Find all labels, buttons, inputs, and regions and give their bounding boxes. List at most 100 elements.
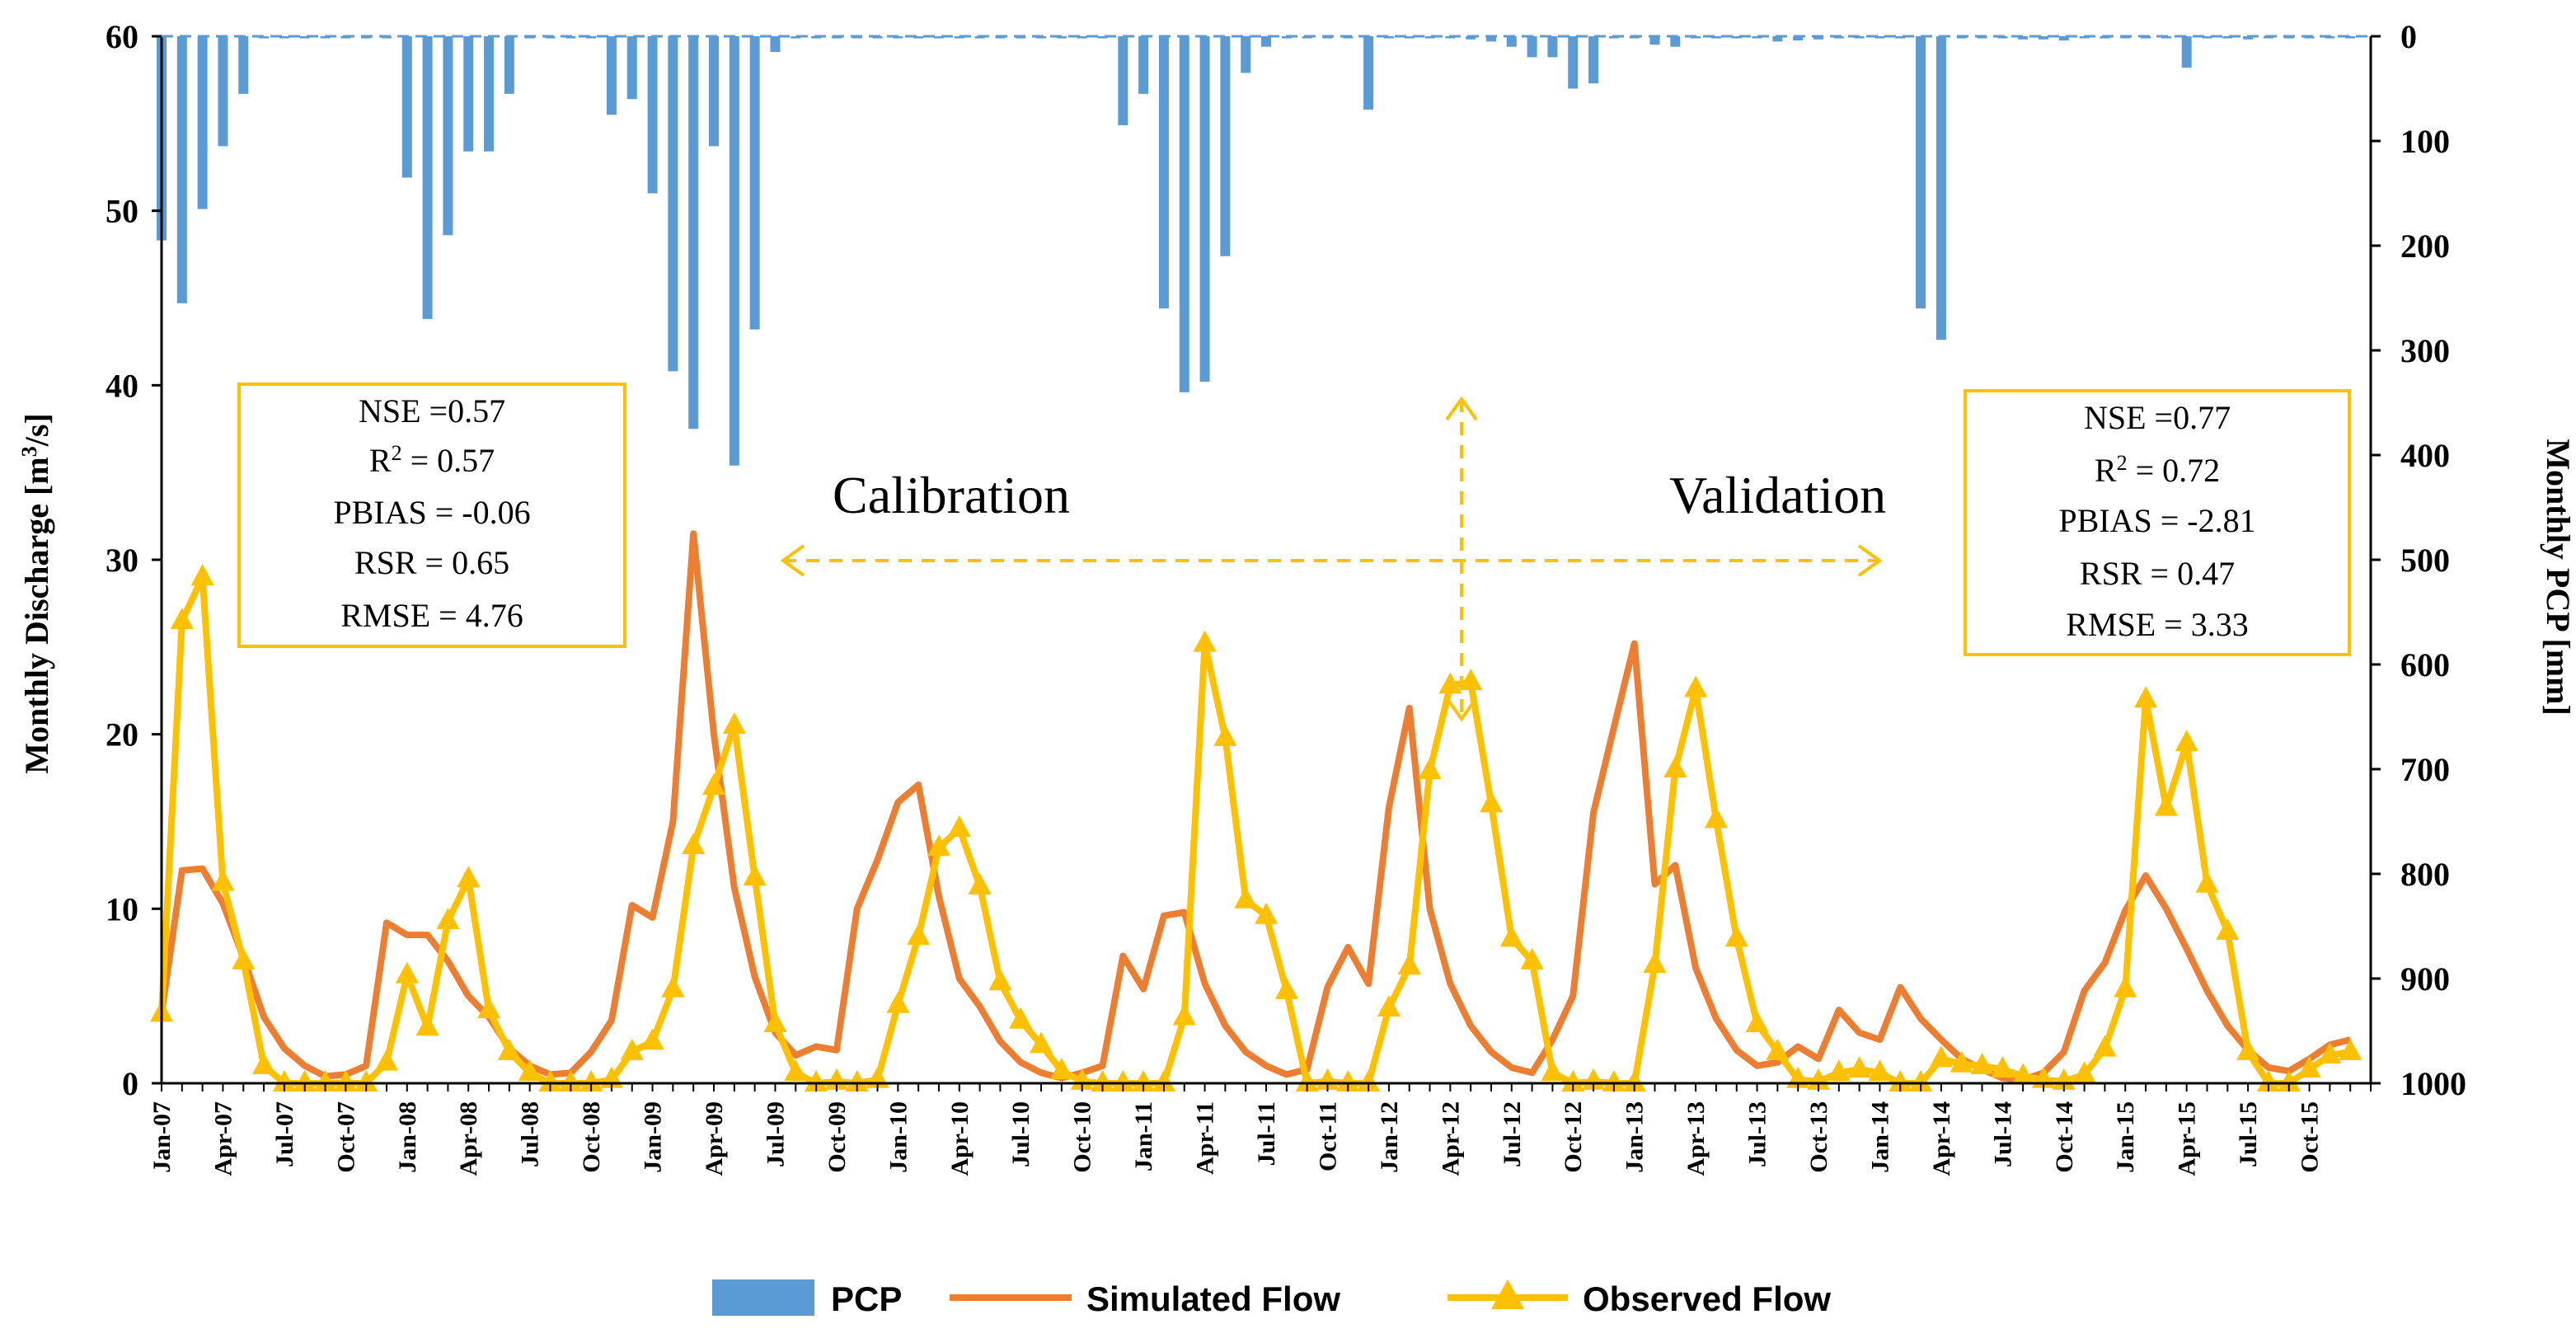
- observed-point: [2216, 918, 2240, 940]
- x-axis-ticks: Jan-07 Apr-07 Jul-07 Oct-07 Jan-08 Apr-08 Jul-…: [148, 1083, 2372, 1176]
- observed-point: [1889, 1070, 1912, 1092]
- observed-point: [1622, 1070, 1646, 1092]
- pcp-bar: [770, 36, 781, 53]
- cal-pbias: PBIAS = -0.06: [333, 494, 530, 531]
- x-tick-label: Oct-11: [1314, 1101, 1341, 1171]
- observed-point: [640, 1028, 664, 1050]
- observed-point: [682, 833, 706, 855]
- right-tick-label: 900: [2400, 960, 2450, 998]
- observed-point: [1950, 1050, 1973, 1073]
- pcp-bar: [1363, 36, 1374, 110]
- observed-point: [1868, 1059, 1892, 1082]
- observed-point: [518, 1059, 542, 1082]
- pcp-bar: [1179, 36, 1189, 392]
- observed-point: [1336, 1070, 1360, 1092]
- pcp-bar: [1568, 36, 1579, 89]
- observed-point: [1295, 1070, 1319, 1092]
- x-tick-label: Jan-07: [148, 1101, 176, 1173]
- right-tick-label: 0: [2400, 18, 2417, 55]
- observed-point: [1561, 1070, 1585, 1092]
- pcp-bar: [197, 36, 208, 209]
- right-tick-label: 300: [2400, 332, 2450, 369]
- observed-point: [743, 864, 767, 886]
- observed-point: [354, 1070, 378, 1092]
- observed-point: [1132, 1070, 1156, 1092]
- observed-point: [947, 815, 971, 837]
- pcp-bar: [2222, 36, 2233, 39]
- observed-point: [211, 869, 235, 891]
- validation-label: Validation: [1669, 466, 1886, 524]
- pcp-bar: [688, 36, 699, 430]
- observed-point: [620, 1038, 644, 1060]
- observed-point: [2114, 975, 2137, 998]
- pcp-bar: [1793, 36, 1804, 41]
- left-tick-label: 40: [106, 367, 138, 404]
- right-tick-label: 800: [2400, 856, 2450, 893]
- observed-point: [190, 564, 214, 586]
- x-tick-label: Jan-12: [1376, 1101, 1403, 1173]
- observed-point: [374, 1049, 398, 1071]
- observed-point: [1111, 1070, 1135, 1092]
- observed-point: [313, 1070, 337, 1092]
- x-tick-label: Apr-10: [946, 1101, 974, 1176]
- pcp-bar: [176, 36, 187, 303]
- pcp-bars: [157, 36, 2356, 466]
- observed-point: [2339, 1038, 2363, 1060]
- legend: PCP Simulated Flow Observed Flow: [712, 1279, 1831, 1318]
- observed-point: [1909, 1070, 1933, 1092]
- x-tick-label: Apr-08: [455, 1101, 482, 1176]
- x-tick-label: Oct-14: [2051, 1101, 2078, 1173]
- observed-point: [457, 866, 481, 888]
- observed-point: [1234, 886, 1258, 908]
- x-tick-label: Jan-08: [394, 1101, 421, 1173]
- left-tick-label: 0: [122, 1065, 138, 1102]
- observed-point: [538, 1070, 562, 1092]
- observed-point: [1929, 1045, 1953, 1068]
- observed-point: [559, 1070, 583, 1092]
- legend-simulated-label: Simulated Flow: [1086, 1279, 1340, 1318]
- x-tick-label: Oct-10: [1069, 1101, 1096, 1173]
- pcp-bar: [1527, 36, 1537, 58]
- x-tick-label: Oct-13: [1805, 1101, 1832, 1173]
- observed-point: [2175, 730, 2198, 752]
- pcp-bar: [1077, 36, 1087, 39]
- observed-point: [2154, 794, 2178, 816]
- pcp-bar: [504, 36, 514, 94]
- left-tick-label: 10: [106, 890, 138, 927]
- x-tick-label: Jul-09: [762, 1101, 789, 1167]
- observed-point: [2256, 1070, 2280, 1092]
- cal-nse: NSE =0.57: [359, 392, 505, 430]
- observed-point: [722, 712, 746, 735]
- x-tick-label: Oct-15: [2297, 1101, 2324, 1173]
- pcp-bar: [1424, 36, 1435, 39]
- left-tick-label: 50: [106, 193, 138, 230]
- val-nse: NSE =0.77: [2084, 399, 2231, 436]
- observed-point: [170, 608, 194, 630]
- pcp-bar: [1895, 36, 1906, 39]
- x-tick-label: Jul-07: [271, 1101, 298, 1167]
- observed-point: [968, 872, 992, 894]
- pcp-bar: [954, 36, 964, 39]
- observed-point: [1684, 675, 1708, 697]
- observed-point: [1193, 630, 1217, 652]
- calibration-label: Calibration: [833, 466, 1070, 524]
- x-tick-label: Jan-14: [1866, 1101, 1893, 1173]
- pcp-bar: [2181, 36, 2192, 68]
- pcp-bar: [1261, 36, 1271, 47]
- pcp-bar: [2202, 36, 2212, 39]
- observed-point: [1459, 669, 1483, 691]
- observed-point: [927, 834, 950, 857]
- observed-point: [272, 1070, 296, 1092]
- observed-point: [293, 1070, 317, 1092]
- observed-point: [805, 1070, 828, 1092]
- pcp-bar: [2038, 36, 2048, 40]
- pcp-bar: [238, 36, 249, 94]
- legend-observed-marker: [1491, 1279, 1524, 1309]
- right-y-axis-label: Monthly PCP [mm]: [2540, 439, 2576, 716]
- pcp-bar: [1916, 36, 1926, 309]
- pcp-bar: [1670, 36, 1681, 47]
- pcp-bar: [1241, 36, 1251, 73]
- x-tick-label: Jan-13: [1621, 1101, 1649, 1173]
- right-y-ticks: 0 100 200 300 400 500 600 700 800 900 1000: [2371, 18, 2466, 1102]
